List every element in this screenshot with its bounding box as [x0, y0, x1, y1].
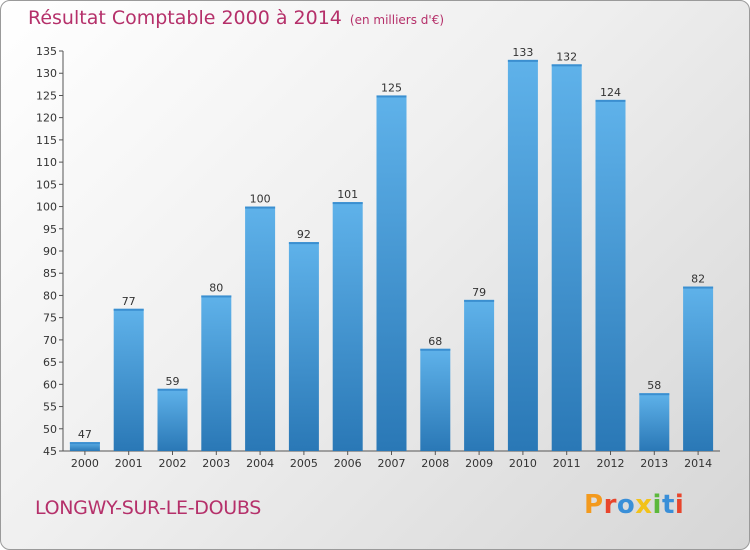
x-tick-label: 2004 [246, 457, 274, 470]
y-tick-label: 130 [36, 67, 57, 80]
bar [507, 59, 538, 452]
bar [245, 206, 276, 451]
bar [551, 64, 582, 452]
bar-value-label: 124 [600, 86, 621, 99]
bar [332, 202, 363, 451]
logo-letter: o [616, 490, 636, 520]
y-tick-label: 70 [43, 334, 57, 347]
bar [288, 242, 319, 451]
x-tick-label: 2003 [202, 457, 230, 470]
bar-cap [683, 286, 714, 289]
bar-value-label: 132 [556, 50, 577, 63]
bar-cap [69, 442, 100, 445]
bar [420, 348, 451, 451]
bar-cap [113, 308, 144, 311]
y-tick-label: 95 [43, 223, 57, 236]
y-tick-label: 125 [36, 89, 57, 102]
logo-letter: r [603, 490, 617, 520]
bar-value-label: 82 [691, 273, 705, 286]
y-tick-label: 105 [36, 178, 57, 191]
x-tick-label: 2007 [378, 457, 406, 470]
bar-value-label: 80 [209, 281, 223, 294]
bar [595, 99, 626, 451]
x-tick-label: 2006 [334, 457, 362, 470]
bar [376, 95, 407, 451]
bar-cap [157, 388, 188, 391]
chart-unit: (en milliers d'€) [349, 13, 445, 27]
bar-cap [332, 202, 363, 205]
y-tick-label: 135 [36, 45, 57, 58]
bar-value-label: 133 [512, 46, 533, 59]
bar-cap [464, 299, 495, 302]
bar-cap [376, 95, 407, 98]
y-tick-label: 65 [43, 356, 57, 369]
logo-letter: x [635, 490, 653, 520]
bar-value-label: 125 [381, 81, 402, 94]
bar-cap [551, 64, 582, 67]
bar [639, 393, 670, 451]
bar-value-label: 59 [166, 375, 180, 388]
x-tick-label: 2010 [509, 457, 537, 470]
y-tick-label: 90 [43, 245, 57, 258]
y-tick-label: 85 [43, 267, 57, 280]
y-tick-label: 75 [43, 312, 57, 325]
bar-value-label: 77 [122, 295, 136, 308]
y-tick-label: 120 [36, 112, 57, 125]
x-tick-label: 2012 [597, 457, 625, 470]
bar-value-label: 100 [250, 193, 271, 206]
x-tick-label: 2011 [553, 457, 581, 470]
y-tick-label: 50 [43, 423, 57, 436]
bar-value-label: 58 [647, 379, 661, 392]
y-tick-label: 80 [43, 289, 57, 302]
bar [464, 299, 495, 451]
chart-title-text: Résultat Comptable 2000 à 2014 [28, 7, 342, 29]
bar-cap [201, 295, 232, 298]
proxiti-logo: Proxiti [584, 490, 684, 520]
bar-value-label: 47 [78, 428, 92, 441]
y-tick-label: 110 [36, 156, 57, 169]
logo-letter: t [661, 490, 675, 520]
x-tick-label: 2000 [71, 457, 99, 470]
logo-letter: i [652, 490, 662, 520]
bar-value-label: 92 [297, 228, 311, 241]
y-tick-label: 100 [36, 201, 57, 214]
x-tick-label: 2008 [421, 457, 449, 470]
logo-letter: P [584, 490, 604, 520]
x-tick-label: 2009 [465, 457, 493, 470]
bar [69, 442, 100, 451]
y-tick-label: 55 [43, 401, 57, 414]
chart-title: Résultat Comptable 2000 à 2014 (en millie… [28, 7, 444, 29]
bar [683, 286, 714, 451]
bar-cap [595, 99, 626, 102]
x-tick-label: 2014 [684, 457, 712, 470]
y-tick-label: 115 [36, 134, 57, 147]
x-tick-label: 2005 [290, 457, 318, 470]
bar [157, 388, 188, 451]
bar-value-label: 79 [472, 286, 486, 299]
y-tick-label: 45 [43, 445, 57, 458]
bar-cap [288, 242, 319, 245]
x-tick-label: 2001 [115, 457, 143, 470]
bar-value-label: 68 [428, 335, 442, 348]
bar-cap [245, 206, 276, 209]
bar-value-label: 101 [337, 188, 358, 201]
city-name: LONGWY-SUR-LE-DOUBS [35, 497, 262, 519]
bar-cap [507, 59, 538, 62]
bar-cap [420, 348, 451, 351]
logo-letter: i [674, 490, 685, 520]
y-tick-label: 60 [43, 378, 57, 391]
x-tick-label: 2002 [159, 457, 187, 470]
bars: 47 77 59 80 100 92 101 125 68 79 133 132 124 58 82 [69, 46, 714, 452]
bar [201, 295, 232, 451]
bar-cap [639, 393, 670, 396]
bar [113, 308, 144, 451]
x-tick-label: 2013 [640, 457, 668, 470]
